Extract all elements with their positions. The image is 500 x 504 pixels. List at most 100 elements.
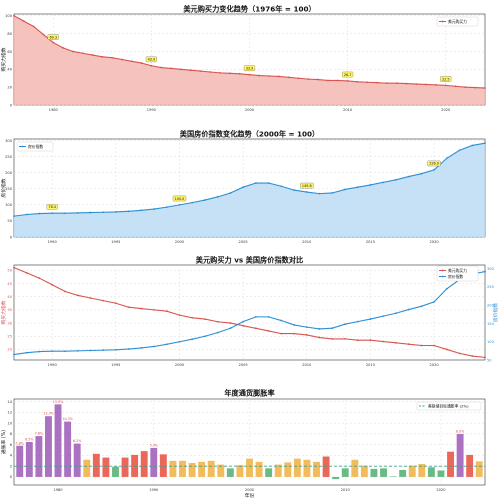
purchasing-power-chart-annotation: 22.5 — [442, 77, 450, 81]
comparison-chart-left-point — [102, 299, 105, 302]
purchasing-power-chart-point — [444, 84, 447, 87]
purchasing-power-chart-point — [415, 83, 418, 85]
inflation-chart-xlabel: 年份 — [245, 492, 255, 499]
comparison-chart-left-point — [254, 327, 257, 330]
inflation-chart-bar — [217, 464, 225, 477]
purchasing-power-chart-point — [405, 82, 408, 85]
comparison-chart-left-point — [178, 314, 181, 317]
house-price-chart-point — [13, 215, 15, 218]
purchasing-power-chart-xtick-label: 1980 — [49, 108, 59, 112]
purchasing-power-chart-annotation: 69.3 — [49, 35, 57, 39]
inflation-chart-ytick-label: 8 — [10, 432, 13, 436]
purchasing-power-chart-xtick-label: 2020 — [441, 108, 451, 112]
house-price-chart-point — [165, 206, 168, 209]
comparison-chart-left-point — [484, 356, 486, 359]
comparison-chart-left-point — [382, 340, 385, 343]
comparison-chart-right-point — [484, 270, 486, 273]
comparison-chart-right-point — [331, 327, 334, 330]
house-price-chart-point — [25, 213, 28, 216]
comparison-chart-ytick-label: 30 — [7, 321, 12, 325]
inflation-chart-bar — [293, 458, 301, 477]
house-price-chart-point — [216, 195, 219, 198]
purchasing-power-chart-point — [297, 77, 300, 80]
house-price-chart-point — [280, 185, 283, 188]
house-price-chart-annotation: 100.0 — [175, 197, 185, 201]
house-price-chart-point — [204, 199, 206, 201]
house-price-chart-point — [51, 212, 54, 215]
purchasing-power-chart-xtick-label: 1990 — [147, 108, 157, 112]
purchasing-power-chart-point — [484, 87, 486, 89]
purchasing-power-chart-point — [376, 81, 378, 84]
house-price-chart-area — [14, 143, 485, 237]
inflation-chart-ytick-label: 2 — [10, 464, 12, 468]
comparison-chart-right-point — [64, 350, 66, 353]
house-price-chart-point — [356, 186, 359, 189]
purchasing-power-chart-point — [395, 82, 398, 85]
comparison-chart-right-point — [165, 343, 168, 346]
comparison-chart-left-point — [267, 330, 270, 332]
inflation-chart-data-label: 11.3% — [43, 412, 53, 416]
comparison-chart-left-point — [445, 348, 448, 351]
inflation-chart-data-label: 5.8% — [16, 441, 24, 445]
comparison-chart-right-point — [140, 347, 143, 349]
inflation-chart-ytick-label: 12 — [7, 411, 12, 415]
purchasing-power-chart-annotation: 43.9 — [148, 58, 156, 62]
house-price-chart-annotation: 149.8 — [302, 184, 312, 188]
inflation-chart-bar — [54, 404, 62, 477]
comparison-chart-left-point — [25, 272, 28, 274]
inflation-chart-ylabel: 通胀率 (%) — [0, 430, 7, 454]
comparison-chart-left-point — [420, 344, 423, 347]
comparison-chart-right-point — [178, 340, 181, 343]
purchasing-power-chart-ytick-label: 40 — [7, 68, 12, 72]
inflation-chart-bar — [246, 458, 253, 477]
comparison-chart-ytick-label: 25 — [7, 335, 12, 339]
inflation-chart-ytick-label: 0 — [10, 475, 13, 479]
house-price-chart-xtick-label: 2010 — [302, 240, 312, 244]
purchasing-power-chart-point — [111, 56, 114, 59]
inflation-chart-bar — [456, 433, 464, 477]
purchasing-power-chart-point — [425, 83, 428, 86]
house-price-chart-point — [38, 212, 41, 215]
comparison-chart-left-point — [394, 341, 397, 344]
house-price-chart-point — [382, 181, 385, 184]
inflation-chart-bar — [341, 468, 349, 477]
house-price-chart-point — [305, 191, 308, 193]
comparison-chart-right-line — [13, 271, 486, 356]
purchasing-power-chart-point — [317, 78, 320, 81]
inflation-chart-ytick-label: 14 — [7, 400, 12, 404]
inflation-chart-bar — [236, 465, 244, 477]
inflation-chart-bar — [16, 445, 24, 477]
comparison-chart-left-point — [114, 302, 117, 305]
house-price-chart-point — [229, 192, 232, 194]
comparison-chart-right-point — [394, 312, 397, 315]
inflation-chart-bar — [380, 468, 387, 477]
comparison-chart-left-point — [458, 352, 461, 355]
inflation-chart-bar — [313, 461, 320, 477]
inflation-chart-xtick-label: 1980 — [53, 488, 63, 492]
comparison-chart-ytick-label: 40 — [7, 295, 12, 299]
house-price-chart-xtick-label: 2020 — [430, 240, 440, 244]
comparison-chart-legend-label: 美元购买力 — [448, 268, 467, 273]
inflation-chart-bar — [226, 468, 234, 477]
purchasing-power-chart-xtick-label: 2000 — [245, 108, 255, 112]
purchasing-power-chart-point — [121, 58, 123, 61]
house-price-chart-point — [153, 208, 155, 210]
house-price-chart-point — [369, 184, 372, 186]
house-price-chart-ytick-label: 100 — [5, 203, 13, 207]
purchasing-power-chart-ytick-label: 20 — [7, 85, 12, 89]
comparison-chart-left-point — [280, 332, 283, 335]
purchasing-power-chart-annotation-box — [47, 34, 59, 40]
comparison-chart-right-point — [293, 324, 295, 326]
comparison-chart-right-point — [153, 345, 155, 348]
purchasing-power-chart-point — [307, 78, 310, 81]
house-price-chart-point — [344, 188, 346, 191]
comparison-chart-left-line — [13, 267, 486, 358]
house-price-chart-point — [254, 182, 257, 184]
inflation-chart-xtick-label: 1990 — [149, 488, 159, 492]
house-price-chart-point — [191, 201, 194, 204]
purchasing-power-chart-ylabel: 购买力指数 — [0, 47, 7, 71]
comparison-chart-left-point — [127, 306, 130, 309]
inflation-chart-title: 年度通货膨胀率 — [224, 389, 274, 398]
house-price-chart-point — [178, 203, 181, 206]
